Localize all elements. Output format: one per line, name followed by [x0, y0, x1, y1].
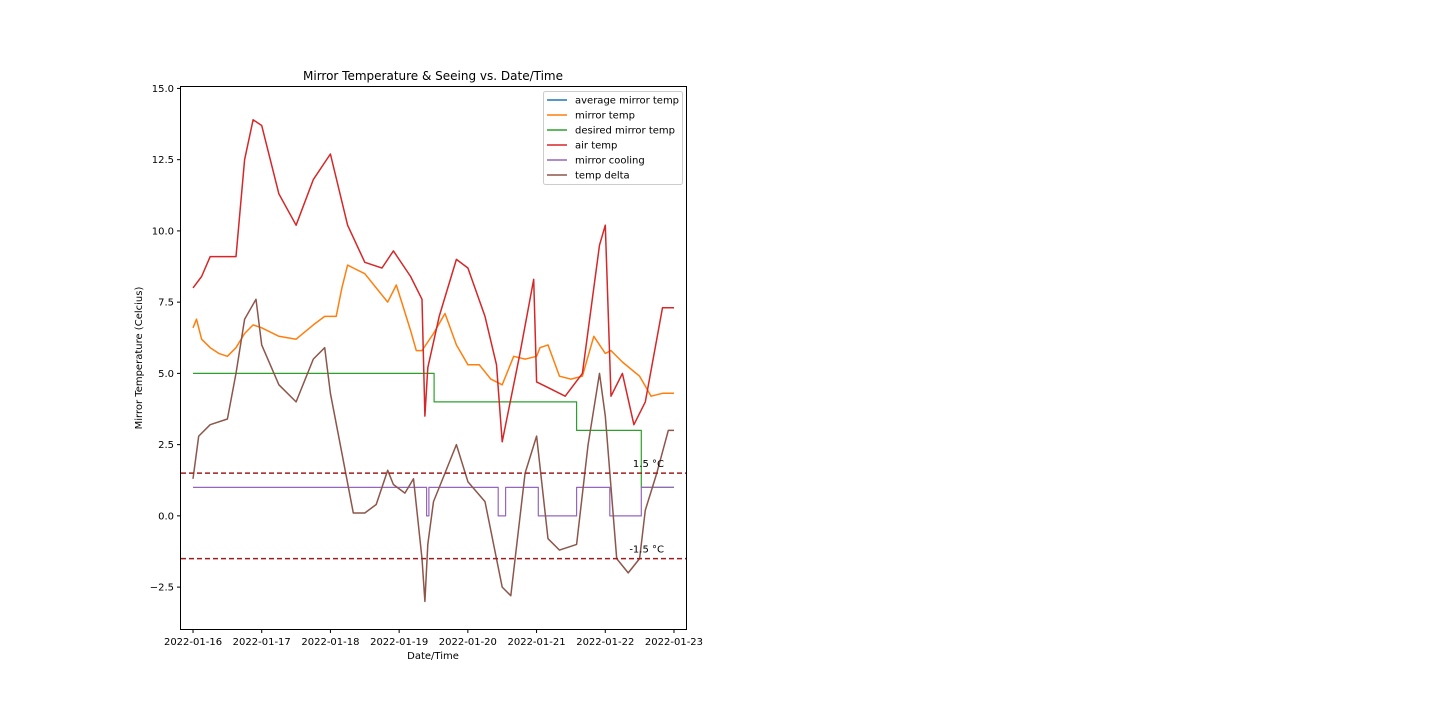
series-line-desired-mirror-temp: [193, 372, 674, 488]
legend-label-temp-delta: temp delta: [575, 171, 630, 182]
reference-lines: 1.5 °C -1.5 °C: [181, 459, 686, 560]
legend-label-mirror-cooling: mirror cooling: [575, 156, 645, 167]
legend-box: [543, 91, 683, 185]
chart-title: Mirror Temperature & Seeing vs. Date/Tim…: [303, 69, 563, 83]
series-line-air-temp: [192, 119, 674, 443]
legend: average mirror temp mirror temp desired mi…: [543, 91, 683, 185]
x-tick-label: 2022-01-16: [164, 637, 222, 648]
legend-label-mirror-temp: mirror temp: [575, 111, 635, 122]
x-tick-label: 2022-01-19: [370, 637, 428, 648]
y-axis-label: Mirror Temperature (Celcius): [134, 287, 145, 430]
x-axis-label: Date/Time: [407, 651, 459, 662]
y-tick-label: 0.0: [158, 511, 174, 522]
series-line-temp-delta: [192, 298, 674, 603]
x-tick-label: 2022-01-21: [507, 637, 565, 648]
y-tick-label: 10.0: [152, 226, 174, 237]
series-line-mirror-temp: [192, 264, 674, 397]
y-tick-label: −2.5: [150, 583, 174, 594]
reference-line-label-1: -1.5 °C: [629, 545, 664, 556]
x-tick-label: 2022-01-22: [576, 637, 634, 648]
reference-line-label-0: 1.5 °C: [633, 459, 664, 470]
legend-label-desired-mirror-temp: desired mirror temp: [575, 126, 675, 137]
y-tick-label: 12.5: [152, 155, 174, 166]
series-layer: [192, 119, 674, 603]
x-axis: 2022-01-16 2022-01-17 2022-01-18 2022-01-19…: [164, 629, 703, 648]
x-tick-label: 2022-01-20: [439, 637, 497, 648]
x-tick-label: 2022-01-23: [645, 637, 703, 648]
plot-frame: [180, 86, 687, 630]
series-line-mirror-cooling: [193, 486, 674, 517]
x-tick-label: 2022-01-17: [233, 637, 291, 648]
y-tick-label: 2.5: [158, 440, 174, 451]
legend-label-average-mirror-temp: average mirror temp: [575, 96, 679, 107]
y-axis: −2.5 0.0 2.5 5.0 7.5 10.0 12.5 15.0: [150, 84, 181, 594]
y-tick-label: 5.0: [158, 369, 174, 380]
x-tick-label: 2022-01-18: [301, 637, 359, 648]
legend-label-air-temp: air temp: [575, 141, 617, 152]
y-tick-label: 15.0: [152, 84, 174, 95]
y-tick-label: 7.5: [158, 298, 174, 309]
